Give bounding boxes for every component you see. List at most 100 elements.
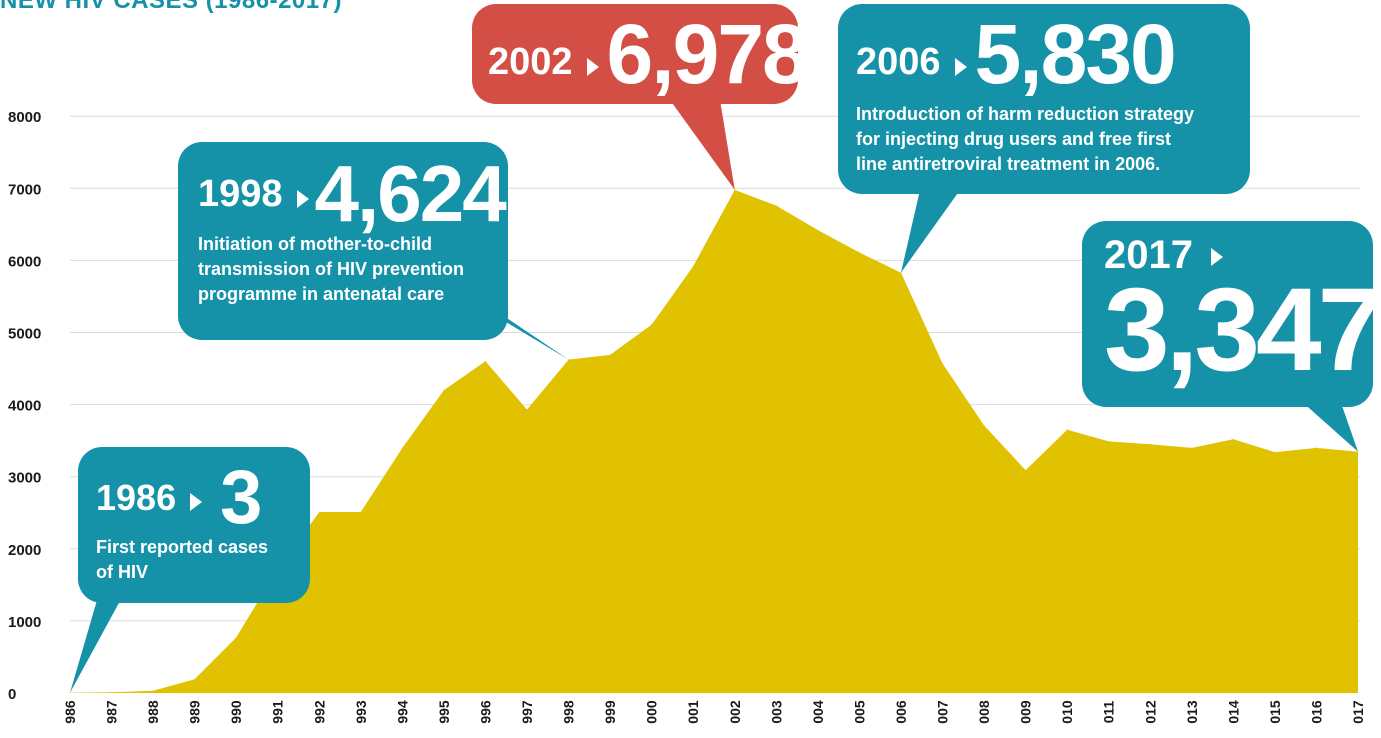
y-tick-label: 4000 [8,398,41,415]
x-tick-label: 007 [935,700,951,724]
data-point [983,425,985,426]
x-tick-label: 993 [353,700,369,724]
data-point [360,511,362,513]
play-arrow-icon [1210,248,1223,266]
callout-text-line: for injecting drug users and free first [856,129,1172,149]
data-point [401,447,403,449]
x-tick-label: 988 [145,700,161,724]
data-point [194,678,196,680]
data-point [69,692,71,694]
callout-pointer [1300,400,1358,452]
x-tick-label: 999 [602,700,618,724]
data-point [1274,451,1276,453]
callout-pointer [670,100,735,190]
data-point [692,265,694,267]
x-tick-label: 001 [685,700,701,724]
x-tick-label: 015 [1267,700,1283,724]
x-tick-label: 997 [519,700,535,724]
x-tick-label: 996 [477,700,493,724]
x-tick-label: 990 [228,700,244,724]
x-tick-label: 987 [104,700,120,724]
callout-text-line: Introduction of harm reduction strategy [856,104,1195,124]
x-tick-label: 992 [311,700,327,724]
x-tick-label: 998 [561,700,577,724]
x-tick-label: 016 [1308,700,1324,724]
callout-value: 3,347 [1104,264,1381,396]
play-arrow-icon [954,58,967,76]
x-tick-label: 989 [187,700,203,724]
callout-1986: 1986 3 First reported cases of HIV [78,447,310,603]
data-point [817,229,819,231]
callout-2006: 2006 5,830 Introduction of harm reductio… [838,4,1250,194]
data-point [858,252,860,253]
data-point [734,189,736,191]
x-tick-label: 008 [976,700,992,724]
callout-text: First reported cases of HIV [96,535,292,585]
play-arrow-icon [190,493,203,511]
x-axis-ticks: 986 987 988 989 990 991 992 993 994 995 996 997 998 9… [62,700,1366,724]
x-tick-label: 003 [768,700,784,724]
data-point [152,690,154,692]
chart-title: NEW HIV CASES (1986-2017) [0,0,342,14]
callout-value: 3 [220,455,262,540]
data-point [318,511,320,513]
callout-text-line: of HIV [96,562,148,582]
data-point [526,409,528,411]
x-tick-label: 002 [727,700,743,724]
x-tick-label: 004 [810,700,826,724]
data-point [1025,469,1027,471]
data-point [568,359,570,361]
y-tick-label: 5000 [8,326,41,343]
y-tick-label: 2000 [8,542,41,559]
callout-year: 1998 [198,173,283,215]
callout-text: Initiation of mother-to-child transmissi… [198,232,488,307]
x-tick-label: 995 [436,700,452,724]
x-tick-label: 991 [270,700,286,724]
play-arrow-icon [586,58,599,76]
callout-year: 2006 [856,41,941,83]
callout-text-line: transmission of HIV prevention [198,259,465,279]
data-point [775,205,777,207]
y-tick-label: 3000 [8,470,41,487]
data-point [1108,440,1110,442]
data-point [609,354,611,356]
callout-value: 5,830 [974,7,1177,101]
x-tick-label: 010 [1059,700,1075,724]
x-tick-label: 013 [1184,700,1200,724]
play-arrow-icon [296,190,309,208]
area-layer [69,189,1359,694]
callout-1998: 1998 4,624 Initiation of mother-to-child… [178,142,508,340]
x-tick-label: 006 [893,700,909,724]
area-series [70,189,1358,693]
y-tick-label: 0 [8,686,16,703]
callout-text-line: line antiretroviral treatment in 2006. [856,154,1161,174]
x-tick-label: 005 [851,700,867,724]
callout-text: Introduction of harm reduction strategy … [856,102,1232,177]
data-point [235,637,237,638]
callout-year: 2017 [1104,233,1193,277]
x-tick-label: 014 [1225,700,1241,724]
x-tick-label: 017 [1350,700,1366,724]
y-tick-label: 7000 [8,181,41,198]
data-point [651,324,653,326]
data-point [111,691,112,693]
y-tick-label: 8000 [8,109,41,126]
data-point [443,389,445,391]
data-point [1232,438,1234,440]
x-tick-label: 011 [1101,700,1117,723]
data-point [1066,429,1068,431]
callout-pointer [900,190,960,273]
callout-pointer [70,590,126,693]
callout-year: 1986 [96,477,177,518]
data-point [1149,443,1151,445]
x-tick-label: 009 [1018,700,1034,724]
x-tick-label: 994 [394,700,410,724]
y-tick-label: 6000 [8,253,41,270]
x-tick-label: 012 [1142,700,1158,724]
callout-2017: 2017 3,347 [1082,221,1381,407]
callout-2002: 2002 6,978 [472,4,809,104]
x-tick-label: 986 [62,700,78,724]
callout-text-line: programme in antenatal care [198,284,445,304]
callout-text-line: Initiation of mother-to-child [198,234,432,254]
y-tick-label: 1000 [8,614,41,631]
